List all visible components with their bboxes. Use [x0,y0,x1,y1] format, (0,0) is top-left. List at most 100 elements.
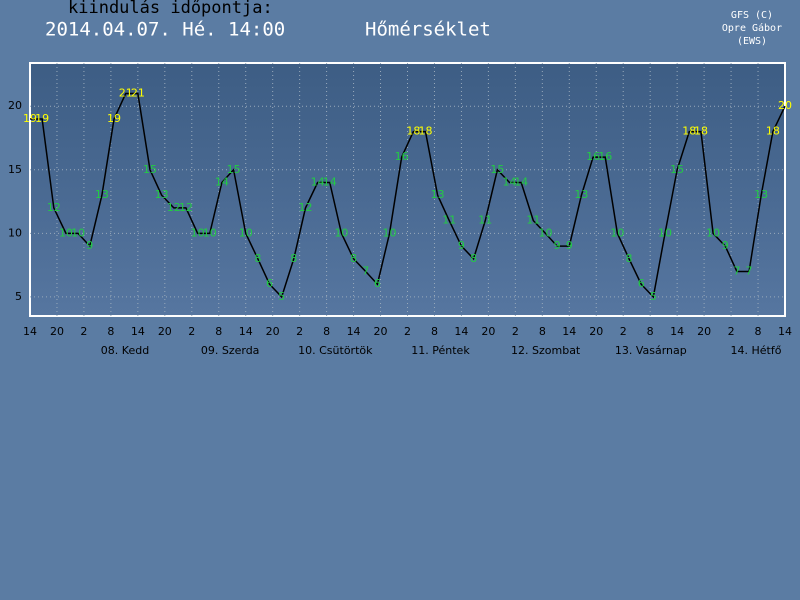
value-label: 18 [406,125,420,138]
x-tick-label: 8 [755,325,762,338]
header-label: kiindulás időpontja: [68,0,273,18]
value-label: 9 [86,239,93,252]
day-label: 12. Szombat [511,344,581,357]
value-label: 9 [458,239,465,252]
x-tick-label: 20 [374,325,388,338]
value-label: 10 [203,226,217,239]
value-label: 15 [670,163,684,176]
value-label: 10 [610,226,624,239]
day-label: 11. Péntek [411,344,470,357]
value-label: 16 [598,150,612,163]
value-label: 9 [554,239,561,252]
chart-title: Hőmérséklet [365,19,491,41]
value-label: 10 [239,226,253,239]
value-label: 18 [418,125,432,138]
value-label: 10 [706,226,720,239]
value-label: 16 [586,150,600,163]
x-tick-label: 2 [512,325,519,338]
value-label: 7 [733,265,740,278]
value-label: 14 [311,176,325,189]
x-tick-label: 2 [404,325,411,338]
x-tick-label: 2 [728,325,735,338]
day-label: 13. Vasárnap [615,344,687,357]
value-label: 7 [362,265,369,278]
value-label: 11 [442,214,456,227]
x-tick-label: 2 [620,325,627,338]
value-label: 13 [431,188,445,201]
value-label: 14 [503,176,517,189]
value-label: 10 [383,226,397,239]
value-label: 11 [478,214,492,227]
value-label: 13 [95,188,109,201]
value-label: 13 [754,188,768,201]
credit: (EWS) [737,36,767,47]
x-tick-label: 20 [158,325,172,338]
value-label: 10 [334,226,348,239]
value-label: 5 [278,290,285,303]
value-label: 15 [490,163,504,176]
day-label: 14. Hétfő [730,344,781,357]
value-label: 12 [179,201,193,214]
x-tick-label: 14 [778,325,792,338]
value-label: 8 [350,252,357,265]
value-label: 13 [155,188,169,201]
value-label: 11 [526,214,540,227]
value-label: 6 [638,277,645,290]
value-label: 9 [566,239,573,252]
x-tick-label: 2 [296,325,303,338]
value-label: 14 [323,176,337,189]
value-label: 12 [298,201,312,214]
value-label: 8 [290,252,297,265]
value-label: 5 [650,290,657,303]
x-tick-label: 20 [697,325,711,338]
day-label: 10. Csütörtök [298,344,373,357]
value-label: 21 [119,87,133,100]
value-label: 14 [514,176,528,189]
y-tick-label: 20 [8,99,22,112]
value-label: 19 [35,112,49,125]
y-tick-label: 10 [8,226,22,239]
value-label: 12 [47,201,61,214]
value-label: 21 [131,87,145,100]
value-label: 13 [574,188,588,201]
y-tick-label: 5 [15,290,22,303]
value-label: 6 [266,277,273,290]
value-label: 10 [538,226,552,239]
x-tick-label: 14 [239,325,253,338]
value-label: 18 [694,125,708,138]
x-tick-label: 2 [80,325,87,338]
x-tick-label: 8 [107,325,114,338]
x-tick-label: 8 [539,325,546,338]
value-label: 16 [395,150,409,163]
value-label: 15 [227,163,241,176]
credit: Opre Gábor [722,22,782,34]
credit: GFS (C) [731,10,773,21]
value-label: 10 [59,226,73,239]
value-label: 20 [778,99,792,112]
x-tick-label: 20 [50,325,64,338]
value-label: 15 [143,163,157,176]
value-label: 6 [374,277,381,290]
plot-area [29,62,786,317]
day-label: 08. Kedd [101,344,149,357]
x-tick-label: 14 [454,325,468,338]
x-tick-label: 8 [431,325,438,338]
value-label: 14 [215,176,229,189]
x-tick-label: 20 [589,325,603,338]
x-tick-label: 8 [647,325,654,338]
x-tick-label: 8 [323,325,330,338]
value-label: 18 [682,125,696,138]
x-tick-label: 14 [562,325,576,338]
x-tick-label: 20 [266,325,280,338]
value-label: 7 [746,265,753,278]
value-label: 8 [470,252,477,265]
value-label: 19 [107,112,121,125]
x-tick-label: 14 [131,325,145,338]
x-tick-label: 14 [347,325,361,338]
x-tick-label: 2 [188,325,195,338]
value-label: 8 [626,252,633,265]
value-label: 10 [658,226,672,239]
x-tick-label: 20 [481,325,495,338]
